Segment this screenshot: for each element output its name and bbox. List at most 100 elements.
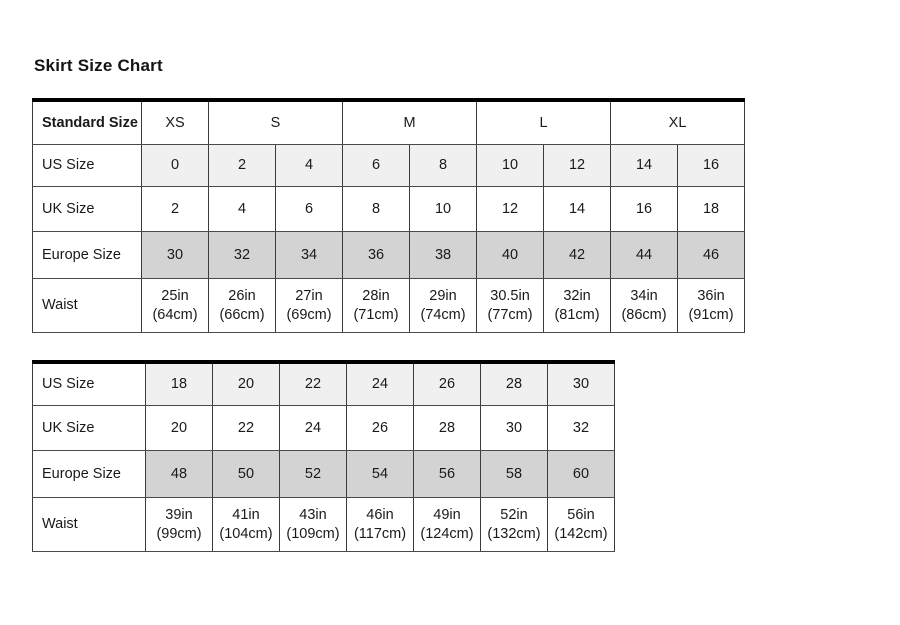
cell-us-size: 20 [212, 361, 280, 406]
cell-uk-size: 28 [413, 405, 481, 451]
cell-us-size: 10 [476, 144, 545, 187]
row-header-uk-size: UK Size [32, 186, 142, 232]
waist-inches: 56in [567, 507, 595, 524]
cell-us-size: 8 [409, 144, 478, 187]
cell-europe-size: 58 [480, 450, 548, 498]
standard-size-group-l: L [476, 99, 612, 145]
cell-uk-size: 32 [547, 405, 615, 451]
waist-inches: 27in [295, 288, 323, 305]
cell-waist: 52in (132cm) [480, 497, 548, 552]
table-row-europe-size: Europe Size 48 50 52 54 56 58 60 [32, 450, 615, 498]
cell-europe-size: 40 [476, 231, 545, 279]
standard-size-group-m: M [342, 99, 478, 145]
row-header-waist: Waist [32, 497, 146, 552]
cell-uk-size: 12 [476, 186, 545, 232]
cell-europe-size: 56 [413, 450, 481, 498]
cell-uk-size: 16 [610, 186, 679, 232]
cell-uk-size: 8 [342, 186, 411, 232]
page-title: Skirt Size Chart [34, 56, 163, 75]
skirt-size-table-standard: Standard Size XS S M L XL US Size 0 2 4 6 8 10 12 1… [32, 98, 746, 333]
cell-waist: 39in (99cm) [145, 497, 213, 552]
waist-centimeters: (117cm) [353, 525, 407, 542]
cell-waist: 32in (81cm) [543, 278, 612, 333]
skirt-size-table-extended: US Size 18 20 22 24 26 28 30 UK Size 20 22 24 26 2… [32, 360, 615, 552]
table-row-waist: Waist 25in (64cm) 26in (66cm) 27in (69cm) 28in… [32, 278, 746, 333]
table-row-us-size: US Size 0 2 4 6 8 10 12 14 16 [32, 144, 746, 187]
waist-inches: 36in [697, 288, 725, 305]
cell-uk-size: 6 [274, 186, 344, 232]
waist-inches: 41in [232, 507, 260, 524]
waist-centimeters: (124cm) [420, 525, 474, 542]
waist-centimeters: (77cm) [487, 306, 533, 323]
cell-us-size: 2 [208, 144, 276, 187]
waist-centimeters: (86cm) [621, 306, 667, 323]
cell-us-size: 12 [543, 144, 612, 187]
cell-waist: 30.5in (77cm) [476, 278, 545, 333]
cell-uk-size: 24 [279, 405, 347, 451]
waist-inches: 34in [630, 288, 658, 305]
row-header-europe-size: Europe Size [32, 231, 142, 279]
cell-waist: 49in (124cm) [413, 497, 481, 552]
cell-us-size: 30 [547, 361, 615, 406]
cell-waist: 26in (66cm) [208, 278, 276, 333]
waist-inches: 32in [563, 288, 591, 305]
cell-waist: 41in (104cm) [212, 497, 280, 552]
cell-us-size: 4 [274, 144, 344, 187]
cell-waist: 28in (71cm) [342, 278, 411, 333]
row-header-uk-size: UK Size [32, 405, 146, 451]
row-header-europe-size: Europe Size [32, 450, 146, 498]
cell-uk-size: 26 [346, 405, 414, 451]
cell-europe-size: 54 [346, 450, 414, 498]
cell-us-size: 26 [413, 361, 481, 406]
cell-europe-size: 42 [543, 231, 612, 279]
cell-waist: 56in (142cm) [547, 497, 615, 552]
cell-europe-size: 30 [141, 231, 209, 279]
waist-centimeters: (104cm) [219, 525, 273, 542]
cell-waist: 36in (91cm) [677, 278, 746, 333]
cell-europe-size: 46 [677, 231, 746, 279]
waist-centimeters: (142cm) [554, 525, 608, 542]
cell-europe-size: 34 [274, 231, 344, 279]
waist-centimeters: (69cm) [286, 306, 332, 323]
cell-uk-size: 18 [677, 186, 746, 232]
table-row-uk-size: UK Size 2 4 6 8 10 12 14 16 18 [32, 186, 746, 232]
cell-us-size: 18 [145, 361, 213, 406]
cell-us-size: 22 [279, 361, 347, 406]
table-row-waist: Waist 39in (99cm) 41in (104cm) 43in (109cm) 46… [32, 497, 615, 552]
row-header-us-size: US Size [32, 144, 142, 187]
cell-us-size: 6 [342, 144, 411, 187]
cell-waist: 43in (109cm) [279, 497, 347, 552]
standard-size-group-xs: XS [141, 99, 209, 145]
cell-uk-size: 14 [543, 186, 612, 232]
table-row-uk-size: UK Size 20 22 24 26 28 30 32 [32, 405, 615, 451]
cell-europe-size: 38 [409, 231, 478, 279]
cell-uk-size: 4 [208, 186, 276, 232]
table-row-standard-size: Standard Size XS S M L XL [32, 99, 746, 145]
cell-europe-size: 52 [279, 450, 347, 498]
cell-waist: 34in (86cm) [610, 278, 679, 333]
cell-uk-size: 22 [212, 405, 280, 451]
cell-europe-size: 60 [547, 450, 615, 498]
cell-waist: 46in (117cm) [346, 497, 414, 552]
table-row-us-size: US Size 18 20 22 24 26 28 30 [32, 361, 615, 406]
row-header-standard-size: Standard Size [32, 99, 142, 145]
waist-inches: 28in [362, 288, 390, 305]
waist-centimeters: (71cm) [353, 306, 399, 323]
waist-centimeters: (64cm) [152, 306, 198, 323]
cell-waist: 25in (64cm) [141, 278, 209, 333]
waist-centimeters: (91cm) [688, 306, 734, 323]
standard-size-group-xl: XL [610, 99, 746, 145]
cell-uk-size: 20 [145, 405, 213, 451]
waist-centimeters: (66cm) [219, 306, 265, 323]
waist-inches: 49in [433, 507, 461, 524]
cell-europe-size: 50 [212, 450, 280, 498]
waist-inches: 52in [500, 507, 528, 524]
waist-centimeters: (132cm) [487, 525, 541, 542]
cell-europe-size: 32 [208, 231, 276, 279]
cell-waist: 29in (74cm) [409, 278, 478, 333]
waist-inches: 39in [165, 507, 193, 524]
waist-centimeters: (109cm) [286, 525, 340, 542]
cell-us-size: 24 [346, 361, 414, 406]
standard-size-group-s: S [207, 99, 344, 145]
cell-us-size: 28 [480, 361, 548, 406]
